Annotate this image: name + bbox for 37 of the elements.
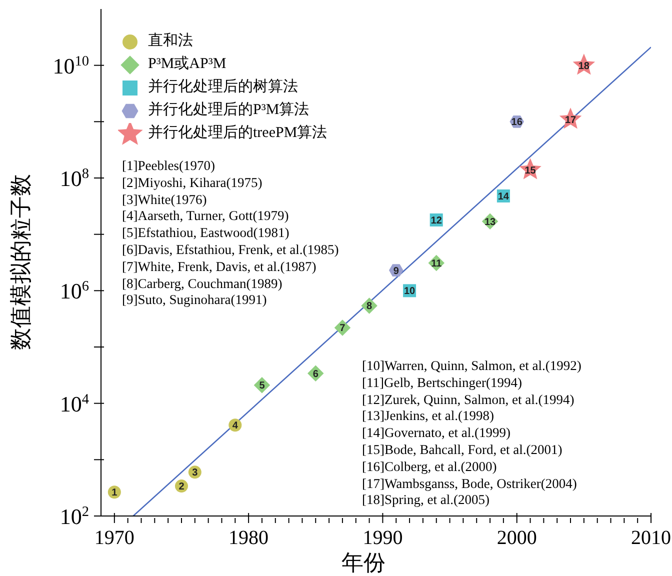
annotation: 10 [404, 286, 416, 298]
annotation: 11 [431, 258, 442, 270]
text: [1]Peebles(1970) [2]Miyoshi, Kihara(1975) [3]White(1976) [4]Aarseth, Turner, Gott(1979) [5]Efstathiou, Eastwood(1981) [6]Davis, Efstathiou, Frenk, et al.(1985) [7]White, Frenk, Davis, et al.(1987) [8]Carberg, Couchman(1989) [9]Suto, Suginohara(1991) [122, 158, 339, 308]
legend-label: 并行化处理后的treePM算法 [148, 124, 328, 143]
annotation: 3 [192, 468, 198, 479]
annotation: 12 [430, 215, 442, 226]
y-tick-label: 10$^{6}$ [60, 278, 89, 304]
y-tick-label: 10$^{8}$ [60, 166, 89, 191]
y-tick-label: 10$^{10}$ [52, 53, 89, 78]
text: [10]Warren, Quinn, Salmon, et al.(1992) [11]Gelb, Bertschinger(1994) [12]Zurek, Quinn, Salmon, et al.(1994) [13]Jenkins, et al.(1998) [14]Governato, et al.(1999) [15]Bode, Bahcall, Ford, et al.(2001) [16]Colberg, et al.(2000) [17]Wambsganss, Bode, Ostriker(2004) [18]Spring, et al.(2005) [362, 358, 582, 508]
y-tick-label: 10$^{4}$ [60, 391, 89, 416]
annotation: 5 [259, 380, 266, 392]
x-tick-label: 1980 [228, 527, 269, 549]
annotation: 2 [178, 482, 185, 493]
annotation: 7 [340, 323, 346, 334]
x-axis-title: 年份 [342, 550, 386, 575]
annotation: 17 [564, 114, 577, 126]
y-axis-title: 数值模拟的粒子数 [8, 174, 33, 350]
annotation: 14 [498, 191, 510, 202]
x-tick-label: 1970 [94, 527, 134, 549]
annotation: 13 [484, 216, 496, 228]
annotation: 15 [524, 165, 536, 176]
legend-label: 并行化处理后的树算法 [148, 78, 298, 97]
annotation: 9 [393, 266, 400, 277]
legend-label: 直和法 [148, 32, 193, 51]
annotation: 6 [312, 368, 319, 380]
annotation: 18 [578, 60, 590, 72]
annotation: 1 [112, 488, 118, 499]
annotation: 8 [366, 301, 373, 312]
annotation: 16 [511, 117, 523, 128]
legend-label: 并行化处理后的P³M算法 [148, 100, 310, 120]
legend-label: P³M或AP³M [148, 54, 226, 74]
x-tick-label: 2010 [631, 527, 671, 549]
x-tick-label: 2000 [496, 527, 537, 549]
y-tick-label: 10$^{2}$ [60, 504, 89, 529]
annotation: 4 [232, 420, 238, 432]
x-tick-label: 1990 [362, 527, 403, 549]
